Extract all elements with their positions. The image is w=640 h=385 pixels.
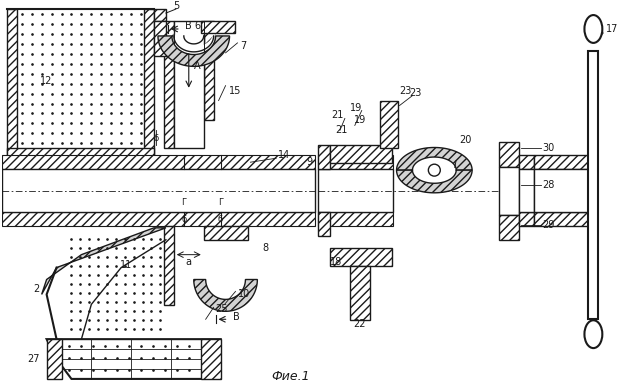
Text: Г: Г <box>181 198 186 208</box>
Text: 25: 25 <box>216 304 228 314</box>
Text: 21: 21 <box>332 110 344 121</box>
Bar <box>144 9 154 156</box>
Text: 23: 23 <box>409 88 422 98</box>
Text: 7: 7 <box>241 41 246 51</box>
Polygon shape <box>47 339 221 379</box>
Text: 18: 18 <box>330 257 342 266</box>
Bar <box>7 148 154 158</box>
Text: 19: 19 <box>354 116 366 126</box>
Bar <box>154 21 166 56</box>
Polygon shape <box>42 228 166 295</box>
Bar <box>519 212 534 226</box>
Text: 30: 30 <box>543 143 555 153</box>
Text: 9: 9 <box>306 157 312 167</box>
Bar <box>318 169 392 212</box>
Bar <box>534 169 588 212</box>
Text: 21: 21 <box>336 126 348 136</box>
Text: 15: 15 <box>228 85 241 95</box>
Text: а: а <box>186 257 192 266</box>
Text: 2: 2 <box>33 285 40 295</box>
Polygon shape <box>194 280 257 311</box>
Bar <box>47 339 61 379</box>
Text: В: В <box>185 21 191 31</box>
Polygon shape <box>397 147 472 170</box>
Text: 11: 11 <box>120 259 132 270</box>
Ellipse shape <box>584 15 602 43</box>
Bar <box>318 212 330 236</box>
Ellipse shape <box>584 320 602 348</box>
Bar <box>534 212 588 226</box>
Bar <box>534 155 588 169</box>
Text: 12: 12 <box>40 76 53 86</box>
Polygon shape <box>424 165 444 175</box>
Text: 28: 28 <box>543 180 555 190</box>
Text: 6: 6 <box>195 21 201 31</box>
Text: 22: 22 <box>353 319 366 329</box>
Bar <box>7 9 17 156</box>
Text: 29: 29 <box>543 220 555 230</box>
Bar <box>201 21 236 33</box>
Text: 14: 14 <box>278 150 291 160</box>
Ellipse shape <box>428 164 440 176</box>
Text: 5: 5 <box>173 1 179 11</box>
Text: Фие.1: Фие.1 <box>271 370 310 383</box>
Text: б: б <box>154 134 159 143</box>
Bar <box>318 155 392 169</box>
Text: 17: 17 <box>606 24 619 34</box>
Bar <box>499 142 519 167</box>
Bar <box>174 21 204 148</box>
Bar <box>519 155 534 169</box>
Bar <box>204 226 248 240</box>
Text: Г: Г <box>218 198 223 208</box>
Polygon shape <box>158 36 230 66</box>
Bar <box>330 248 392 266</box>
Bar <box>204 21 214 121</box>
Bar <box>164 226 174 305</box>
Text: б: б <box>218 215 223 224</box>
Bar <box>519 169 534 212</box>
Bar <box>350 266 370 320</box>
Bar <box>380 100 397 148</box>
Bar <box>318 145 330 169</box>
Text: В: В <box>232 312 239 322</box>
Bar <box>318 212 392 226</box>
Bar <box>154 9 166 21</box>
Bar <box>330 145 392 163</box>
Text: 10: 10 <box>237 290 250 300</box>
Text: 8: 8 <box>262 243 268 253</box>
Text: б: б <box>181 215 186 224</box>
Text: 23: 23 <box>399 85 412 95</box>
Bar <box>164 21 174 148</box>
Bar <box>499 167 519 215</box>
Text: I: I <box>454 160 457 170</box>
Bar <box>2 169 315 212</box>
Polygon shape <box>397 170 472 193</box>
Bar <box>499 215 519 240</box>
Text: 27: 27 <box>27 354 40 364</box>
Bar <box>2 212 315 226</box>
Text: 20: 20 <box>459 136 472 145</box>
Bar <box>2 155 315 169</box>
Text: А: А <box>194 61 200 71</box>
Text: 19: 19 <box>349 102 362 112</box>
Bar <box>588 51 598 319</box>
Bar <box>201 339 221 379</box>
